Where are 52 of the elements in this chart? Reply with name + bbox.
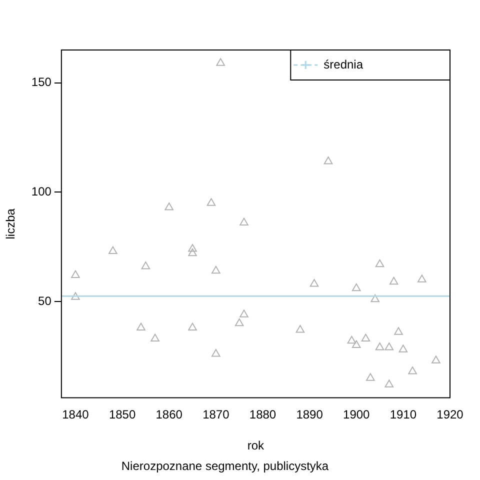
point — [71, 270, 80, 278]
point — [352, 283, 361, 292]
point — [324, 156, 333, 164]
point — [136, 322, 146, 331]
point — [216, 58, 225, 66]
x-tick-label: 1910 — [390, 407, 417, 422]
point — [188, 322, 197, 331]
y-tick-label: 100 — [31, 184, 52, 198]
y-axis-title: liczba — [4, 208, 18, 240]
point — [212, 349, 220, 357]
point — [432, 356, 440, 364]
x-tick-label: 1900 — [343, 407, 370, 422]
point — [366, 373, 375, 381]
point — [375, 259, 384, 268]
point — [384, 342, 394, 350]
point — [164, 202, 174, 210]
point — [188, 244, 197, 252]
x-tick-label: 1880 — [249, 407, 276, 422]
point — [361, 334, 370, 342]
point — [375, 342, 384, 350]
y-tick-label: 50 — [38, 294, 52, 308]
point — [347, 336, 356, 344]
y-tick-label: 150 — [31, 75, 52, 90]
point — [212, 266, 220, 274]
point — [296, 324, 305, 333]
text: Nierozpoznane segmenty, publicystyka — [121, 459, 329, 474]
x-tick-label: 1890 — [296, 407, 324, 422]
x-axis-title: rok — [247, 438, 266, 453]
x-tick-label: 1850 — [108, 407, 136, 422]
point — [141, 262, 150, 270]
point — [71, 292, 80, 300]
x-tick-label: 1840 — [62, 407, 90, 422]
point — [240, 310, 248, 318]
point — [408, 366, 417, 374]
point — [352, 340, 361, 348]
point — [150, 334, 160, 342]
point — [398, 344, 408, 352]
point — [310, 279, 319, 287]
point — [188, 248, 197, 256]
point — [108, 246, 118, 254]
x-tick-label: 1920 — [436, 407, 464, 422]
point — [389, 276, 398, 285]
point — [370, 294, 380, 302]
point — [240, 218, 248, 226]
x-tick-label: 1870 — [202, 407, 230, 422]
x-tick-label: 1860 — [156, 407, 183, 422]
legend-label: średnia — [324, 57, 364, 72]
point — [206, 198, 216, 206]
point — [394, 327, 403, 335]
point — [384, 380, 394, 388]
point — [234, 318, 244, 326]
point — [418, 274, 426, 282]
